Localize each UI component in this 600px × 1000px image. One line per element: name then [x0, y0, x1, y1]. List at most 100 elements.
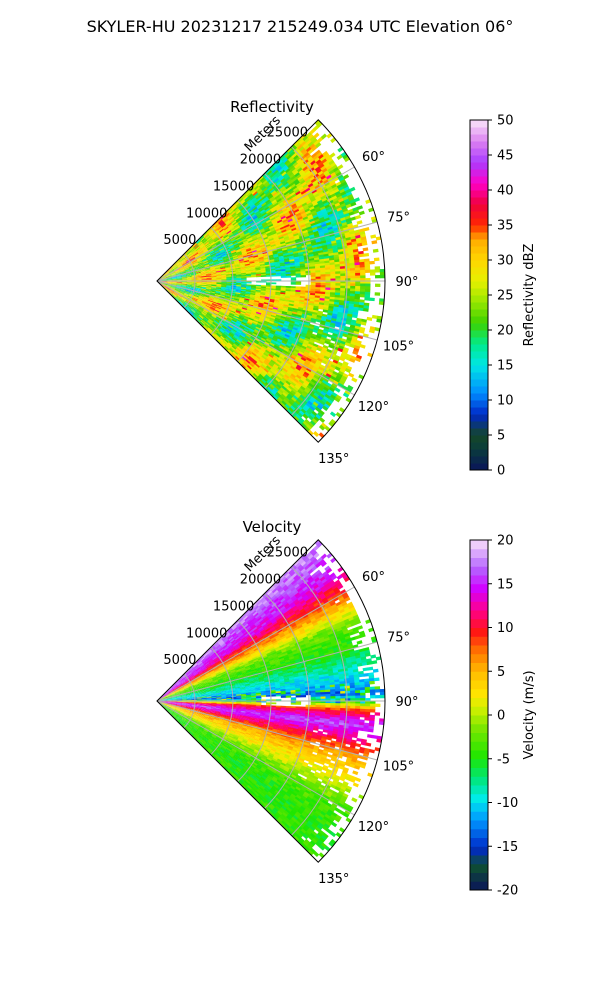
- field-cell: [236, 252, 243, 256]
- field-cell: [251, 235, 258, 239]
- field-cell: [212, 256, 218, 260]
- field-cell: [191, 276, 197, 278]
- field-cell: [268, 213, 275, 219]
- field-cell: [202, 248, 208, 252]
- field-cell: [302, 135, 309, 142]
- field-cell: [237, 203, 243, 209]
- field-cell: [325, 195, 332, 201]
- field-cell: [201, 256, 207, 260]
- reflectivity-field: [157, 119, 385, 439]
- field-cell: [186, 279, 193, 281]
- field-cell: [200, 254, 206, 258]
- field-cell: [285, 161, 292, 167]
- field-cell: [202, 259, 208, 263]
- field-cell: [313, 173, 320, 179]
- field-cell: [291, 245, 298, 249]
- field-cell: [294, 263, 301, 267]
- field-cell: [309, 167, 316, 173]
- field-cell: [161, 276, 167, 280]
- field-cell: [191, 282, 197, 284]
- field-cell: [339, 290, 346, 294]
- field-cell: [191, 259, 197, 263]
- field-cell: [345, 203, 352, 209]
- field-cell: [206, 278, 212, 280]
- field-cell: [246, 216, 253, 221]
- field-cell: [221, 282, 227, 284]
- field-cell: [206, 255, 212, 259]
- field-cell: [282, 232, 289, 237]
- field-cell: [205, 235, 211, 240]
- field-cell: [285, 287, 292, 290]
- field-cell: [203, 232, 208, 237]
- field-cell: [339, 188, 346, 194]
- field-cell: [234, 262, 240, 265]
- field-cell: [334, 266, 341, 270]
- field-cell: [339, 214, 346, 220]
- field-cell: [169, 269, 174, 273]
- field-cell: [335, 283, 341, 286]
- field-cell: [314, 156, 321, 163]
- field-cell: [307, 155, 314, 162]
- field-cell: [291, 152, 298, 159]
- field-cell: [201, 275, 207, 277]
- field-cell: [270, 206, 276, 212]
- field-cell: [249, 202, 255, 208]
- field-cell: [173, 267, 179, 271]
- field-cell: [260, 272, 267, 275]
- field-cell: [280, 269, 286, 272]
- field-cell: [161, 277, 167, 280]
- field-cell: [372, 248, 379, 253]
- field-cell: [255, 245, 262, 249]
- field-cell: [302, 229, 309, 234]
- field-cell: [285, 203, 292, 209]
- field-cell: [259, 191, 266, 197]
- field-cell: [210, 225, 215, 230]
- field-cell: [314, 237, 321, 241]
- field-cell: [350, 201, 357, 207]
- field-cell: [292, 206, 299, 212]
- field-cell: [293, 170, 299, 176]
- field-cell: [257, 214, 264, 219]
- field-cell: [275, 216, 282, 221]
- field-cell: [293, 234, 300, 239]
- field-cell: [251, 249, 258, 253]
- field-cell: [248, 239, 254, 244]
- field-cell: [166, 275, 172, 278]
- field-cell: [349, 262, 356, 266]
- field-cell: [311, 188, 318, 194]
- field-cell: [171, 276, 177, 278]
- field-cell: [321, 167, 328, 174]
- field-cell: [265, 271, 272, 274]
- field-cell: [325, 221, 332, 227]
- field-cell: [253, 240, 260, 244]
- field-cell: [199, 266, 205, 269]
- field-cell: [252, 226, 259, 231]
- field-cell: [331, 174, 338, 180]
- field-cell: [263, 173, 269, 179]
- field-cell: [285, 273, 292, 277]
- field-cell: [215, 269, 222, 272]
- field-cell: [309, 143, 316, 150]
- field-cell: [176, 275, 182, 277]
- field-cell: [189, 255, 195, 260]
- field-cell: [269, 164, 275, 171]
- field-cell: [268, 203, 274, 209]
- field-cell: [216, 254, 222, 258]
- field-cell: [298, 206, 305, 211]
- field-cell: [330, 220, 337, 225]
- field-cell: [195, 271, 202, 273]
- field-cell: [227, 254, 233, 258]
- field-cell: [186, 250, 191, 255]
- field-cell: [218, 258, 224, 262]
- field-cell: [345, 191, 353, 197]
- field-cell: [194, 267, 201, 270]
- field-cell: [240, 225, 247, 230]
- field-cell: [312, 228, 319, 233]
- field-cell: [166, 281, 173, 283]
- field-cell: [329, 190, 336, 196]
- field-cell: [288, 164, 295, 171]
- field-cell: [282, 157, 289, 164]
- field-cell: [326, 157, 334, 164]
- field-cell: [289, 181, 296, 187]
- field-cell: [166, 276, 172, 278]
